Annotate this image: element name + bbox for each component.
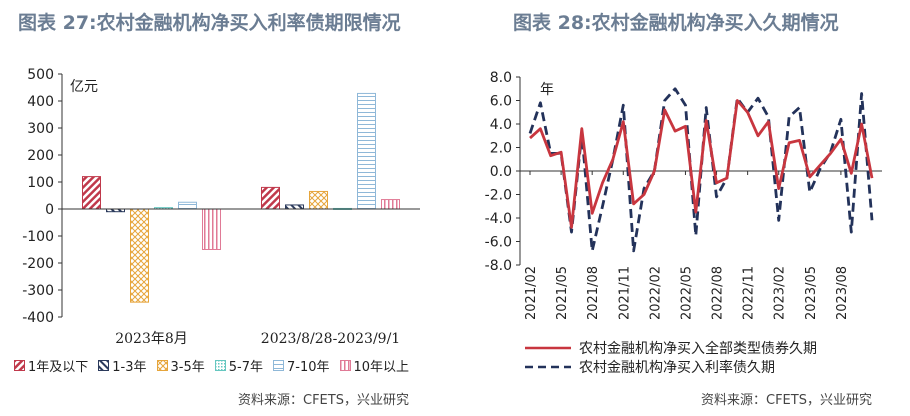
bar-chart-legend: 1年及以下 1-3年 3-5年 5-7年 7-10年 10年以上 [14,356,409,375]
legend-item-1: 1-3年 [98,356,147,375]
line-chart: 8.0 6.0 4.0 2.0 0.0 -2.0 -4.0 -6.0 -8.0 年 2021/02 2… [485,70,882,320]
bar-y-tick-label: -100 [22,229,54,245]
legend-entry-all-bonds: 农村金融机构净买入全部类型债券久期 [525,338,817,357]
line-x-tick-label: 2023/02 [773,266,788,320]
legend-item-3: 5-7年 [214,356,263,375]
legend-swatch [156,360,168,371]
legend-label-rate-bonds: 农村金融机构净买入利率债久期 [579,359,775,376]
bar-category-label: 2023年8月 [115,331,188,347]
bar-4-0 [178,201,197,210]
bar-y-tick-label: 500 [27,67,54,83]
bar-y-tick-label: -400 [22,310,54,326]
bar-5-1 [381,199,400,210]
line-y-tick-label: -8.0 [485,258,512,274]
bar-2-1 [309,190,328,210]
line-x-tick-label: 2021/05 [555,266,570,320]
line-x-tick-label: 2023/05 [804,266,819,320]
bar-1-1 [285,204,304,210]
line-y-tick-label: 0.0 [490,164,512,180]
line-x-tick-label: 2021/11 [617,266,632,320]
line-x-tick-label: 2021/08 [586,266,601,320]
line-y-axis-label: 年 [540,82,554,98]
legend-dashed-line-swatch [525,365,571,368]
line-y-tick-label: -4.0 [485,211,512,227]
line-x-tick-label: 2022/08 [711,266,726,320]
line-x-tick-label: 2022/02 [648,266,663,320]
legend-item-0: 1年及以下 [14,356,88,375]
bar-y-tick-label: 200 [27,148,54,164]
line-y-tick-label: 2.0 [490,141,512,157]
legend-swatch [214,360,226,371]
bar-5-0 [202,208,221,250]
bar-y-tick-label: -200 [22,256,54,272]
line-y-tick-label: -2.0 [485,188,512,204]
bar-y-tick-label: 0 [45,202,54,218]
bar-0-1 [261,186,280,210]
legend-swatch [339,360,351,371]
bar-y-tick-label: -300 [22,283,54,299]
legend-label-all-bonds: 农村金融机构净买入全部类型债券久期 [579,340,817,357]
legend-label: 1-3年 [112,360,147,375]
legend-swatch [98,360,110,371]
legend-item-5: 10年以上 [339,356,410,375]
line-chart-panel: 8.0 6.0 4.0 2.0 0.0 -2.0 -4.0 -6.0 -8.0 年 2021/02 2… [455,0,910,416]
bar-4-1 [357,92,376,210]
line-y-tick-label: 4.0 [490,117,512,133]
bar-y-tick-label: 300 [27,121,54,137]
line-x-tick-label: 2021/02 [524,266,539,320]
bar-y-axis-label: 亿元 [70,79,98,95]
legend-swatch [272,360,284,371]
bar-chart: 500 400 300 200 100 0 -100 -200 -300 -400 亿元 2023年8… [22,67,420,347]
bar-chart-source: 资料来源：CFETS，兴业研究 [238,393,409,408]
line-x-tick-label: 2022/05 [679,266,694,320]
bar-0-0 [82,176,101,210]
line-chart-title: 图表 28:农村金融机构净买入久期情况 [513,12,839,34]
legend-solid-line-swatch [525,346,571,349]
legend-label: 10年以上 [353,360,410,375]
legend-entry-rate-bonds: 农村金融机构净买入利率债久期 [525,357,817,376]
legend-label: 5-7年 [228,360,263,375]
line-x-tick-label: 2023/08 [835,266,850,320]
line-chart-source: 资料来源：CFETS，兴业研究 [701,393,872,408]
line-x-tick-label: 2022/11 [742,266,757,320]
legend-swatch [14,360,25,371]
bar-y-tick-label: 100 [27,175,54,191]
bar-2-0 [130,208,149,303]
bar-y-tick-label: 400 [27,94,54,110]
legend-label: 7-10年 [286,360,330,375]
bar-chart-panel: 500 400 300 200 100 0 -100 -200 -300 -400 亿元 2023年8… [14,12,420,408]
legend-item-2: 3-5年 [156,356,205,375]
series-line-all-bonds [529,99,874,229]
line-chart-legend: 农村金融机构净买入全部类型债券久期 农村金融机构净买入利率债久期 [525,338,817,376]
legend-label: 3-5年 [170,360,205,375]
legend-item-4: 7-10年 [272,356,330,375]
line-y-tick-label: 8.0 [490,70,512,86]
line-y-tick-label: -6.0 [485,235,512,251]
line-y-tick-label: 6.0 [490,94,512,110]
bar-category-label: 2023/8/28-2023/9/1 [261,331,400,347]
bar-chart-title: 图表 27:农村金融机构净买入利率债期限情况 [18,12,401,34]
legend-label: 1年及以下 [28,360,89,375]
